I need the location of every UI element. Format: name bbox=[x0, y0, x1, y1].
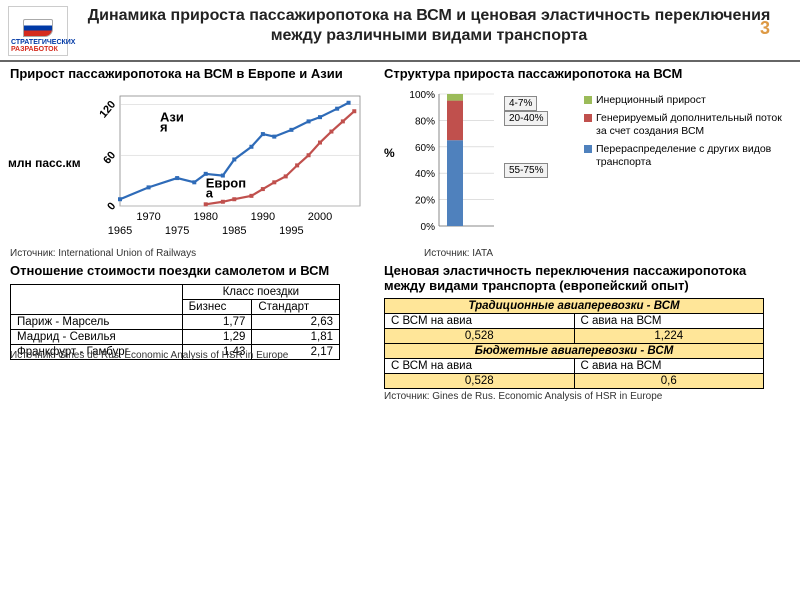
svg-text:а: а bbox=[206, 185, 214, 200]
svg-text:1985: 1985 bbox=[222, 225, 246, 237]
page-title: Динамика прироста пассажиропотока на ВСМ… bbox=[68, 6, 790, 46]
stacked-bar-svg: 0% 20% 40% 60% 80% 100% bbox=[384, 86, 584, 236]
table-row: Париж - Марсель1,772,63 bbox=[11, 315, 340, 330]
legend-item: Генерируемый дополнительный поток за сче… bbox=[584, 112, 790, 137]
chart-line: млн пасс.км 0 60 120 1970 1980 1990 2000 1965 19… bbox=[10, 86, 380, 246]
svg-text:20%: 20% bbox=[415, 195, 435, 206]
table-cost-ratio: Класс поездкиБизнесСтандартПариж - Марсе… bbox=[10, 284, 340, 360]
subtitle-cost: Отношение стоимости поездки самолетом и … bbox=[10, 263, 380, 279]
svg-text:60%: 60% bbox=[415, 142, 435, 153]
svg-text:1965: 1965 bbox=[108, 225, 132, 237]
table-row: Мадрид - Севилья1,291,81 bbox=[11, 330, 340, 345]
annotation-box: 55-75% bbox=[504, 163, 548, 178]
logo-flag-icon bbox=[23, 19, 53, 37]
svg-text:0: 0 bbox=[105, 200, 118, 212]
logo-line2: РАЗРАБОТОК bbox=[11, 46, 65, 53]
subtitle-elasticity: Ценовая эластичность переключения пассаж… bbox=[384, 263, 790, 294]
page-number: 3 bbox=[760, 18, 770, 39]
source-growth: Источник: International Union of Railway… bbox=[10, 248, 380, 259]
logo-line1: СТРАТЕГИЧЕСКИХ bbox=[11, 39, 65, 46]
svg-text:1995: 1995 bbox=[279, 225, 303, 237]
svg-text:1990: 1990 bbox=[251, 211, 275, 223]
legend-item: Инерционный прирост bbox=[584, 94, 790, 107]
source-structure: Источник: IATA bbox=[424, 248, 790, 259]
ylabel-left: млн пасс.км bbox=[8, 156, 81, 170]
svg-text:60: 60 bbox=[101, 149, 118, 166]
legend: Инерционный прирост Генерируемый дополнит… bbox=[584, 86, 790, 246]
annotation-box: 4-7% bbox=[504, 96, 537, 111]
svg-text:2000: 2000 bbox=[308, 211, 332, 223]
svg-text:1970: 1970 bbox=[136, 211, 160, 223]
annotation-box: 20-40% bbox=[504, 111, 548, 126]
header: СТРАТЕГИЧЕСКИХ РАЗРАБОТОК Динамика приро… bbox=[0, 0, 800, 62]
source-cost: Источник: Gines de Rus. Economic Analysi… bbox=[10, 350, 380, 361]
subtitle-growth: Прирост пассажиропотока на ВСМ в Европе … bbox=[10, 66, 380, 82]
panel-elasticity: Ценовая эластичность переключения пассаж… bbox=[384, 263, 790, 402]
svg-text:100%: 100% bbox=[409, 90, 435, 101]
svg-text:120: 120 bbox=[97, 98, 118, 120]
legend-item: Перераспределение с других видов транспо… bbox=[584, 143, 790, 168]
source-elasticity: Источник: Gines de Rus. Economic Analysi… bbox=[384, 391, 790, 402]
stacked-bar-area: 0% 20% 40% 60% 80% 100% 4-7%20-40% 55-75% % bbox=[384, 86, 584, 246]
panel-growth-chart: Прирост пассажиропотока на ВСМ в Европе … bbox=[10, 66, 380, 259]
logo: СТРАТЕГИЧЕСКИХ РАЗРАБОТОК bbox=[8, 6, 68, 56]
svg-text:80%: 80% bbox=[415, 116, 435, 127]
svg-text:0%: 0% bbox=[421, 222, 436, 233]
svg-text:1980: 1980 bbox=[193, 211, 217, 223]
ylabel-pct: % bbox=[384, 146, 395, 160]
table-elasticity: Традиционные авиаперевозки - ВСМС ВСМ на… bbox=[384, 298, 764, 389]
svg-text:я: я bbox=[160, 119, 168, 134]
panel-cost-ratio: Отношение стоимости поездки самолетом и … bbox=[10, 263, 380, 402]
svg-text:1975: 1975 bbox=[165, 225, 189, 237]
subtitle-structure: Структура прироста пассажиропотока на ВС… bbox=[384, 66, 790, 82]
panel-structure-chart: Структура прироста пассажиропотока на ВС… bbox=[384, 66, 790, 259]
svg-text:40%: 40% bbox=[415, 169, 435, 180]
